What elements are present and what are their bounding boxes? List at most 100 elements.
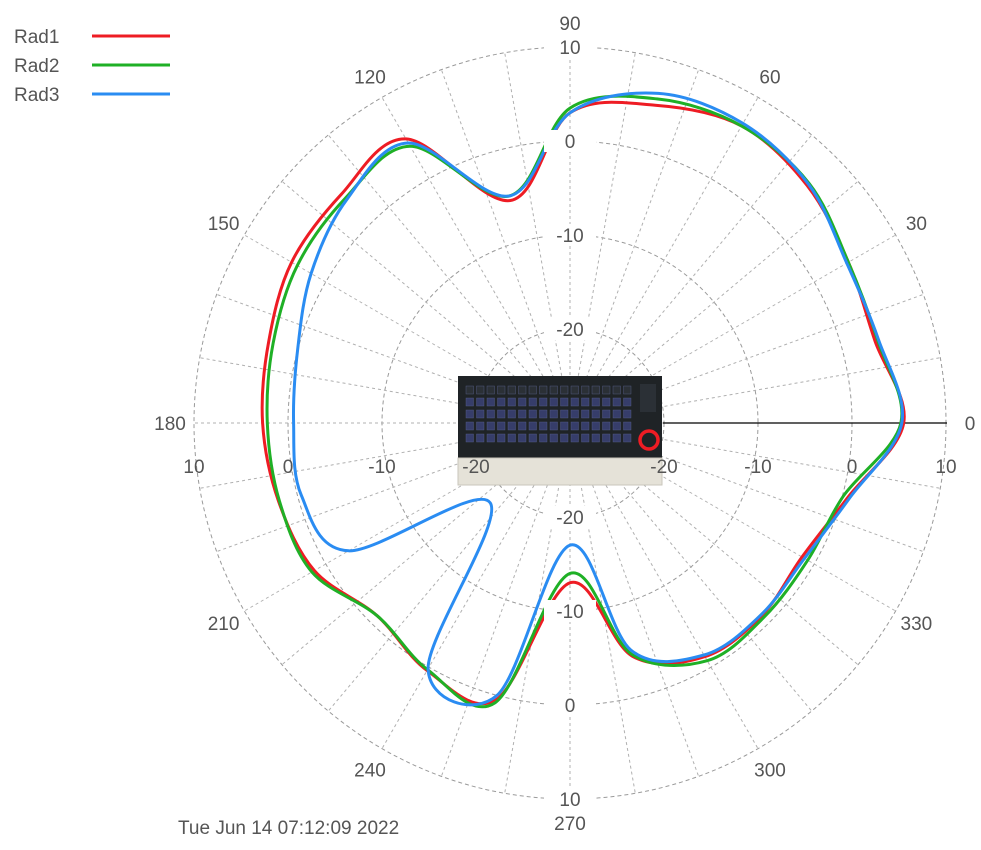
keyboard-key	[591, 409, 600, 419]
keyboard-key	[528, 385, 537, 395]
keyboard-key	[507, 409, 516, 419]
keyboard-key	[581, 409, 590, 419]
series-layer	[260, 91, 906, 709]
radial-tick-label: 0	[847, 457, 858, 478]
keyboard-key	[497, 421, 506, 431]
angle-tick-label: 120	[354, 68, 386, 89]
keyboard-key	[570, 397, 579, 407]
keyboard-key	[623, 409, 632, 419]
keyboard-key	[539, 397, 548, 407]
radial-tick-label: -20	[462, 457, 489, 478]
keyboard-key	[476, 421, 485, 431]
keyboard-key	[570, 409, 579, 419]
keyboard-key	[560, 385, 569, 395]
radial-tick-label-bg	[544, 318, 596, 340]
keyboard-key	[518, 409, 527, 419]
keyboard-key	[518, 397, 527, 407]
keyboard-key	[560, 433, 569, 443]
angle-tick-label: 30	[906, 214, 927, 235]
keyboard-key	[539, 421, 548, 431]
angle-tick-label: 150	[208, 214, 240, 235]
radial-tick-label: -20	[650, 457, 677, 478]
radial-tick-label: 10	[183, 457, 204, 478]
keyboard-key	[465, 385, 474, 395]
keyboard-key	[528, 409, 537, 419]
radial-tick-label-bg	[544, 600, 596, 622]
keyboard-key	[602, 409, 611, 419]
angle-tick-label: 0	[965, 414, 976, 435]
keyboard-key	[486, 385, 495, 395]
keyboard-key	[560, 421, 569, 431]
grid-spoke	[381, 97, 571, 424]
radial-tick-label-bg	[544, 224, 596, 246]
keyboard-key	[486, 397, 495, 407]
keyboard-key	[549, 409, 558, 419]
keyboard-key	[570, 385, 579, 395]
grid-spoke	[569, 52, 636, 424]
series-line-rad2	[265, 94, 904, 709]
keyboard-key	[612, 433, 621, 443]
keyboard-key	[591, 421, 600, 431]
keyboard-key	[465, 421, 474, 431]
angle-tick-label: 60	[759, 68, 780, 89]
keyboard-key	[476, 385, 485, 395]
keyboard-key	[539, 385, 548, 395]
timestamp: Tue Jun 14 07:12:09 2022	[178, 818, 400, 839]
radial-tick-label-bg	[544, 36, 596, 58]
radial-tick-label-bg	[544, 130, 596, 152]
radial-tick-label-bg	[544, 694, 596, 716]
keyboard-key	[528, 421, 537, 431]
keyboard-key	[539, 409, 548, 419]
keyboard-key	[465, 409, 474, 419]
antenna-position-marker	[638, 429, 660, 451]
radial-tick-label: -10	[744, 457, 771, 478]
keyboard-key	[486, 433, 495, 443]
keyboard-key	[612, 409, 621, 419]
keyboard-key	[518, 433, 527, 443]
angle-tick-label: 330	[901, 614, 933, 635]
keyboard-key	[581, 433, 590, 443]
keyboard-key	[465, 433, 474, 443]
keyboard-key	[549, 397, 558, 407]
grid-spoke	[569, 97, 759, 424]
radial-tick-label: 0	[283, 457, 294, 478]
keyboard-key	[623, 385, 632, 395]
keyboard-key	[549, 433, 558, 443]
keyboard-key	[602, 433, 611, 443]
keyboard-key	[560, 397, 569, 407]
keyboard-key	[497, 385, 506, 395]
radial-tick-label: -10	[368, 457, 395, 478]
keyboard-key	[602, 397, 611, 407]
angle-tick-label: 90	[559, 14, 580, 35]
keyboard-key	[497, 433, 506, 443]
keyboard-key	[486, 421, 495, 431]
keyboard-key	[591, 385, 600, 395]
keyboard-key	[549, 421, 558, 431]
keyboard-key	[476, 433, 485, 443]
radial-tick-label: 10	[559, 38, 580, 59]
keyboard-key	[476, 397, 485, 407]
angle-tick-label: 210	[208, 614, 240, 635]
radial-tick-label: 0	[565, 132, 576, 153]
radial-tick-label: 10	[559, 790, 580, 811]
keyboard-key	[623, 421, 632, 431]
angle-tick-label: 240	[354, 760, 386, 781]
keyboard-key	[612, 397, 621, 407]
grid-spoke	[504, 52, 571, 424]
radial-tick-labels: 10 0 -10 -20 -20 -10 0 10 10 0 -10 -20 -20 -10 0 10	[183, 36, 957, 811]
keyboard-key	[465, 397, 474, 407]
keyboard-key	[581, 397, 590, 407]
keyboard-key	[623, 433, 632, 443]
keyboard-key	[612, 385, 621, 395]
keyboard-base	[457, 457, 663, 486]
legend-label: Rad2	[14, 56, 59, 77]
keyboard-key	[623, 397, 632, 407]
keyboard-key	[539, 433, 548, 443]
grid-spoke	[327, 134, 571, 424]
keyboard-key	[507, 433, 516, 443]
keyboard-key	[560, 409, 569, 419]
keyboard-key	[528, 433, 537, 443]
keyboard-key	[507, 421, 516, 431]
radial-tick-label: -10	[556, 602, 583, 623]
angle-tick-labels: 0 30 60 90 120 150 180 210 240 270 300 330	[154, 14, 975, 835]
